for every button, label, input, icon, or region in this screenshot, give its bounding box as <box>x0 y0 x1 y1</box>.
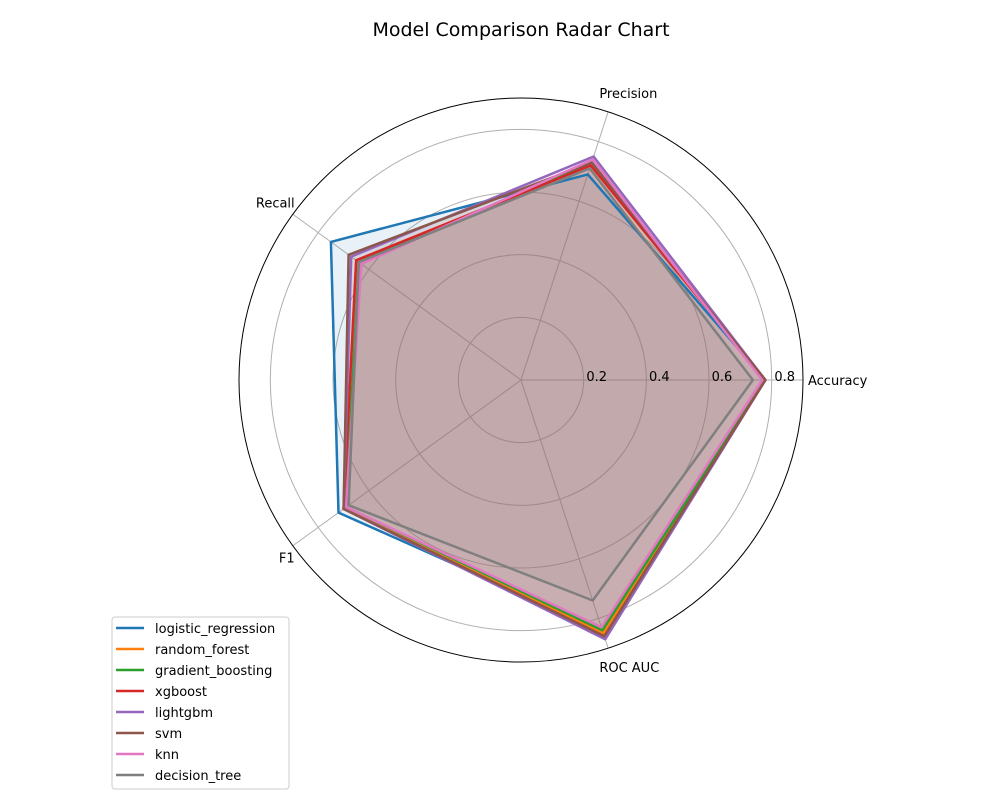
radial-tick-labels: 0.2 0.4 0.6 0.8 <box>586 370 795 385</box>
chart-title: Model Comparison Radar Chart <box>372 19 669 41</box>
legend-label: logistic_regression <box>155 622 275 637</box>
radial-tick-label-1: 0.4 <box>649 370 670 385</box>
outer-frame <box>238 97 804 663</box>
legend-label: gradient_boosting <box>155 664 272 679</box>
series-layer <box>329 155 767 641</box>
legend-item-xgboost: xgboost <box>116 685 207 700</box>
series-line-svm <box>342 161 767 638</box>
grid-spoke-3 <box>292 379 522 547</box>
legend-item-knn: knn <box>116 748 179 763</box>
axis-labels: Accuracy Precision Recall F1 ROC AUC <box>256 87 868 676</box>
legend-label: random_forest <box>155 643 249 658</box>
axis-label-accuracy: Accuracy <box>808 374 868 389</box>
legend-label: decision_tree <box>155 769 241 784</box>
axis-label-recall: Recall <box>256 196 295 211</box>
grid-spoke-4 <box>520 379 609 649</box>
series-area-gradient_boosting <box>346 162 766 631</box>
series-area-lightgbm <box>343 156 766 640</box>
legend-item-random_forest: random_forest <box>116 643 249 658</box>
series-area-decision_tree <box>348 168 753 601</box>
axis-label-f1: F1 <box>279 552 295 567</box>
legend-items: logistic_regression random_forest gradient… <box>116 622 275 784</box>
series-area-svm <box>343 162 766 637</box>
legend-label: xgboost <box>155 685 207 700</box>
axis-label-roc-auc: ROC AUC <box>599 661 659 676</box>
legend-item-lightgbm: lightgbm <box>116 706 213 721</box>
legend-label: lightgbm <box>155 706 213 721</box>
radial-tick-label-3: 0.8 <box>774 370 795 385</box>
legend-item-gradient_boosting: gradient_boosting <box>116 664 272 679</box>
axis-label-precision: Precision <box>599 87 657 102</box>
series-line-decision_tree <box>347 167 755 602</box>
radial-tick-label-0: 0.2 <box>586 370 607 385</box>
legend-item-svm: svm <box>116 727 182 742</box>
radial-tick-label-2: 0.6 <box>712 370 733 385</box>
legend: logistic_regression random_forest gradient… <box>111 616 290 790</box>
legend-frame <box>111 616 290 790</box>
series-area-xgboost <box>343 165 766 637</box>
legend-item-logistic_regression: logistic_regression <box>116 622 275 637</box>
legend-label: knn <box>155 748 179 763</box>
legend-label: svm <box>155 727 182 742</box>
legend-item-decision_tree: decision_tree <box>116 769 241 784</box>
series-line-lightgbm <box>342 155 767 641</box>
radar-grid <box>238 97 804 663</box>
series-area-random_forest <box>343 165 766 634</box>
series-area-logistic_regression <box>330 174 766 631</box>
